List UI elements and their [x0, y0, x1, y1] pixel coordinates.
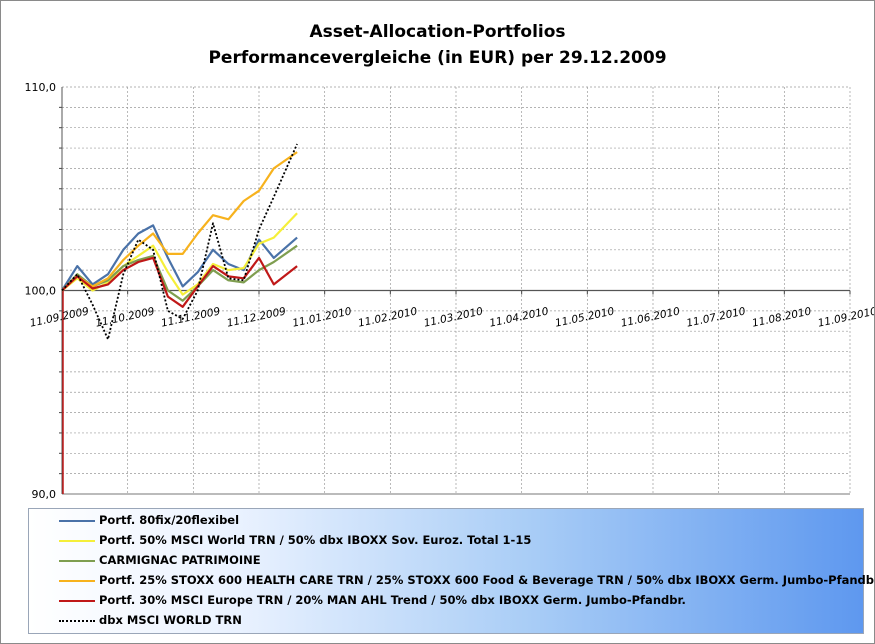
- x-tick-label: 11.02.2010: [357, 305, 419, 329]
- x-tick-label: 11.01.2010: [291, 305, 353, 329]
- x-tick-labels: 11.09.2009 11.10.2009 11.11.2009 11.12.2009…: [29, 305, 874, 329]
- legend-item: Portf. 30% MSCI Europe TRN / 20% MAN AHL…: [29, 591, 863, 612]
- legend-item: Portf. 80fix/20flexibel: [29, 511, 863, 532]
- legend-swatch: [59, 560, 95, 562]
- legend-swatch: [59, 600, 95, 602]
- x-tick-label: 11.04.2010: [488, 305, 550, 329]
- legend-swatch: [59, 540, 95, 542]
- legend-swatch: [59, 520, 95, 522]
- x-tick-label: 11.03.2010: [423, 305, 485, 329]
- legend-label: dbx MSCI WORLD TRN: [99, 613, 242, 627]
- series-line: [61, 143, 298, 341]
- series-line: [61, 224, 298, 292]
- y-tick-label: 100,0: [25, 285, 57, 298]
- legend-item: dbx MSCI WORLD TRN: [29, 611, 863, 632]
- x-tick-label: 11.12.2009: [226, 305, 288, 329]
- x-tick-label: 11.10.2009: [94, 305, 156, 329]
- series-lines: [61, 143, 298, 341]
- legend-item: Portf. 25% STOXX 600 HEALTH CARE TRN / 2…: [29, 571, 875, 592]
- legend-swatch: [59, 620, 95, 622]
- gridlines: [59, 86, 851, 494]
- legend-item: Portf. 50% MSCI World TRN / 50% dbx IBOX…: [29, 531, 863, 552]
- chart-title: Asset-Allocation-Portfolios: [309, 22, 566, 42]
- legend: Portf. 80fix/20flexibel Portf. 50% MSCI …: [28, 508, 875, 634]
- series-line: [61, 256, 298, 308]
- x-tick-label: 11.06.2010: [620, 305, 682, 329]
- series-line: [61, 151, 298, 292]
- chart-subtitle: Performancevergleiche (in EUR) per 29.12…: [208, 48, 667, 68]
- x-tick-label: 11.07.2010: [685, 305, 747, 329]
- y-tick-labels: 110,0 100,0 90,0: [25, 81, 57, 501]
- legend-label: Portf. 30% MSCI Europe TRN / 20% MAN AHL…: [99, 593, 686, 607]
- legend-swatch: [59, 580, 95, 582]
- x-tick-label: 11.05.2010: [554, 305, 616, 329]
- x-tick-label: 11.09.2010: [817, 305, 874, 329]
- x-tick-label: 11.08.2010: [751, 305, 813, 329]
- legend-item: CARMIGNAC PATRIMOINE: [29, 551, 863, 572]
- legend-label: Portf. 80fix/20flexibel: [99, 513, 240, 527]
- y-tick-label: 110,0: [25, 81, 57, 94]
- legend-label: Portf. 25% STOXX 600 HEALTH CARE TRN / 2…: [99, 573, 875, 587]
- x-tick-label: 11.11.2009: [160, 305, 222, 329]
- legend-label: CARMIGNAC PATRIMOINE: [99, 553, 261, 567]
- y-tick-label: 90,0: [32, 488, 57, 501]
- legend-label: Portf. 50% MSCI World TRN / 50% dbx IBOX…: [99, 533, 532, 547]
- x-tick-label: 11.09.2009: [29, 305, 91, 329]
